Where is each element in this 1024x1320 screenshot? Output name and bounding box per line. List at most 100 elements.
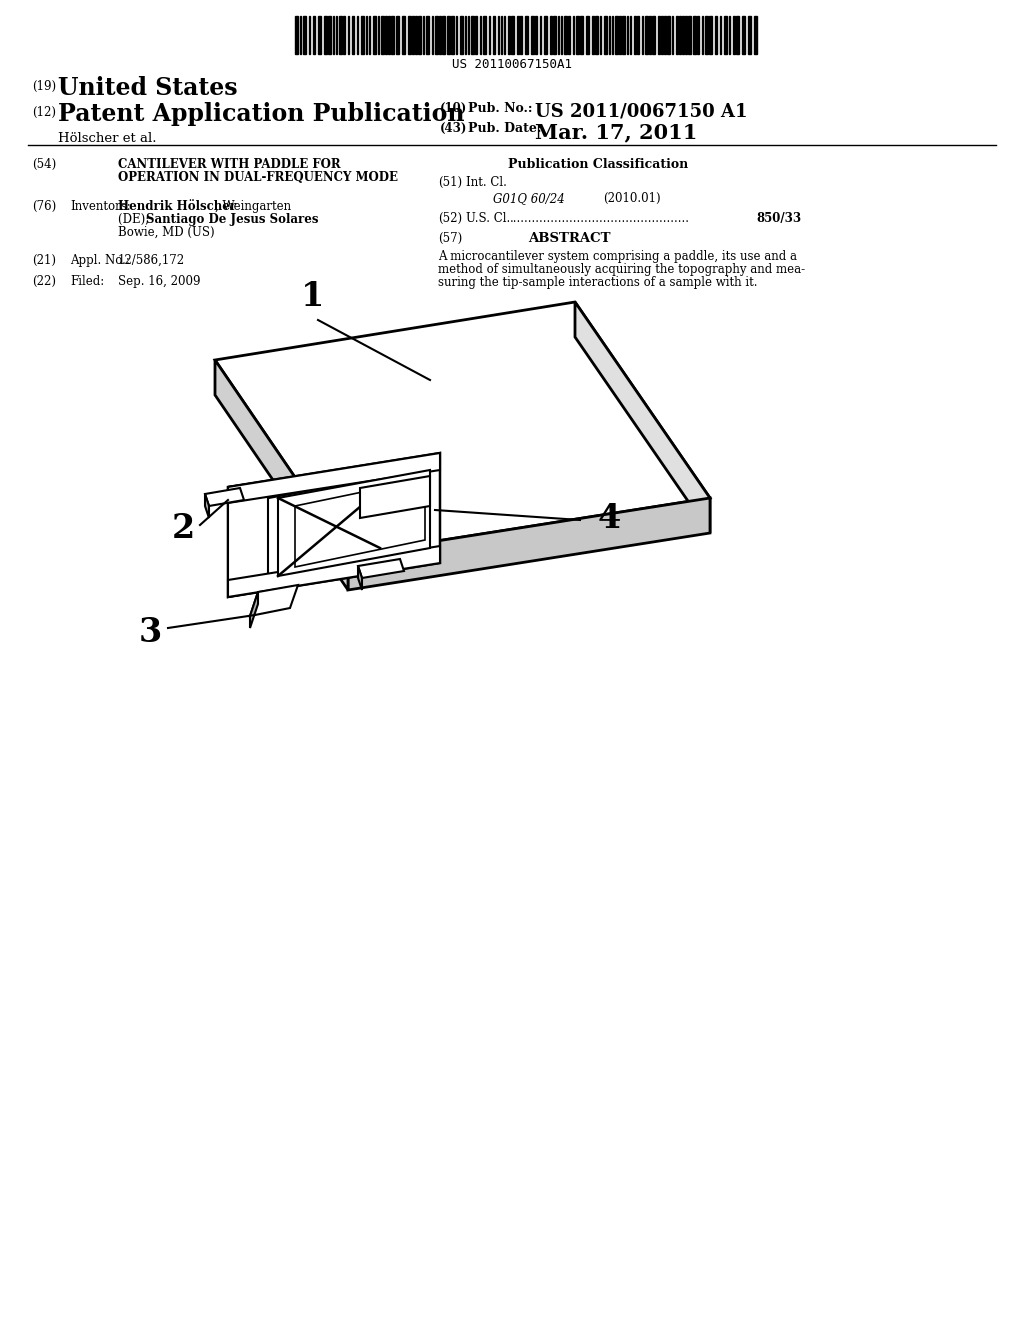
Bar [679, 16, 681, 54]
Text: (22): (22) [32, 275, 56, 288]
Text: Hölscher et al.: Hölscher et al. [58, 132, 157, 145]
Bar [664, 16, 666, 54]
Bar [649, 16, 650, 54]
Bar [460, 16, 463, 54]
Text: suring the tip-sample interactions of a sample with it.: suring the tip-sample interactions of a … [438, 276, 758, 289]
Bar [614, 16, 617, 54]
Bar [302, 16, 305, 54]
Bar [504, 16, 505, 54]
Bar [317, 16, 321, 54]
Bar [336, 16, 337, 54]
Bar [520, 16, 521, 54]
Bar [641, 16, 643, 54]
Polygon shape [205, 488, 244, 506]
Bar [475, 16, 476, 54]
Text: A microcantilever system comprising a paddle, its use and a: A microcantilever system comprising a pa… [438, 249, 797, 263]
Text: 850/33: 850/33 [756, 213, 801, 224]
Bar [361, 16, 364, 54]
Text: Santiago De Jesus Solares: Santiago De Jesus Solares [146, 213, 318, 226]
Polygon shape [215, 360, 348, 590]
Text: Sep. 16, 2009: Sep. 16, 2009 [118, 275, 201, 288]
Bar [442, 16, 445, 54]
Bar [295, 16, 298, 54]
Bar [733, 16, 734, 54]
Text: (51): (51) [438, 176, 462, 189]
Text: 1: 1 [301, 280, 325, 313]
Text: 4: 4 [598, 502, 622, 535]
Bar [560, 16, 562, 54]
Polygon shape [228, 480, 268, 597]
Bar [423, 16, 424, 54]
Text: US 2011/0067150 A1: US 2011/0067150 A1 [535, 102, 748, 120]
Text: (21): (21) [32, 253, 56, 267]
Bar [728, 16, 730, 54]
Bar [446, 16, 450, 54]
Bar [535, 16, 537, 54]
Bar [456, 16, 457, 54]
Bar [333, 16, 334, 54]
Text: (52): (52) [438, 213, 462, 224]
Bar [637, 16, 639, 54]
Bar [568, 16, 569, 54]
Bar [412, 16, 414, 54]
Text: (10): (10) [440, 102, 467, 115]
Bar [493, 16, 495, 54]
Bar [524, 16, 527, 54]
Bar [685, 16, 686, 54]
Bar [575, 16, 579, 54]
Text: Patent Application Publication: Patent Application Publication [58, 102, 465, 125]
Polygon shape [360, 477, 430, 517]
Polygon shape [205, 494, 209, 517]
Text: Pub. No.:: Pub. No.: [468, 102, 532, 115]
Text: (12): (12) [32, 106, 56, 119]
Bar [599, 16, 601, 54]
Bar [308, 16, 310, 54]
Polygon shape [228, 453, 440, 503]
Bar [580, 16, 583, 54]
Polygon shape [228, 453, 440, 597]
Bar [324, 16, 327, 54]
Bar [676, 16, 678, 54]
Polygon shape [250, 585, 298, 616]
Text: Pub. Date:: Pub. Date: [468, 121, 542, 135]
Bar [434, 16, 437, 54]
Bar [343, 16, 344, 54]
Bar [415, 16, 417, 54]
Bar [482, 16, 485, 54]
Polygon shape [575, 302, 710, 533]
Bar [634, 16, 636, 54]
Bar [563, 16, 566, 54]
Bar [385, 16, 386, 54]
Bar [627, 16, 628, 54]
Bar [595, 16, 598, 54]
Bar [662, 16, 663, 54]
Bar [395, 16, 398, 54]
Bar [426, 16, 428, 54]
Bar [705, 16, 708, 54]
Bar [352, 16, 353, 54]
Bar [748, 16, 751, 54]
Text: 2: 2 [171, 511, 195, 544]
Text: (19): (19) [32, 81, 56, 92]
Text: 3: 3 [138, 615, 162, 648]
Bar [373, 16, 376, 54]
Bar [501, 16, 502, 54]
Bar [672, 16, 673, 54]
Bar [468, 16, 469, 54]
Text: (DE);: (DE); [118, 213, 153, 226]
Text: Publication Classification: Publication Classification [508, 158, 688, 172]
Bar [465, 16, 466, 54]
Bar [366, 16, 367, 54]
Bar [418, 16, 421, 54]
Text: Hendrik Hölscher: Hendrik Hölscher [118, 201, 237, 213]
Bar [553, 16, 556, 54]
Text: Mar. 17, 2011: Mar. 17, 2011 [535, 121, 697, 143]
Bar [742, 16, 745, 54]
Text: method of simultaneously acquiring the topography and mea-: method of simultaneously acquiring the t… [438, 263, 805, 276]
Bar [709, 16, 712, 54]
Bar [630, 16, 631, 54]
Bar [530, 16, 534, 54]
Bar [508, 16, 510, 54]
Bar [313, 16, 314, 54]
Polygon shape [358, 558, 404, 578]
